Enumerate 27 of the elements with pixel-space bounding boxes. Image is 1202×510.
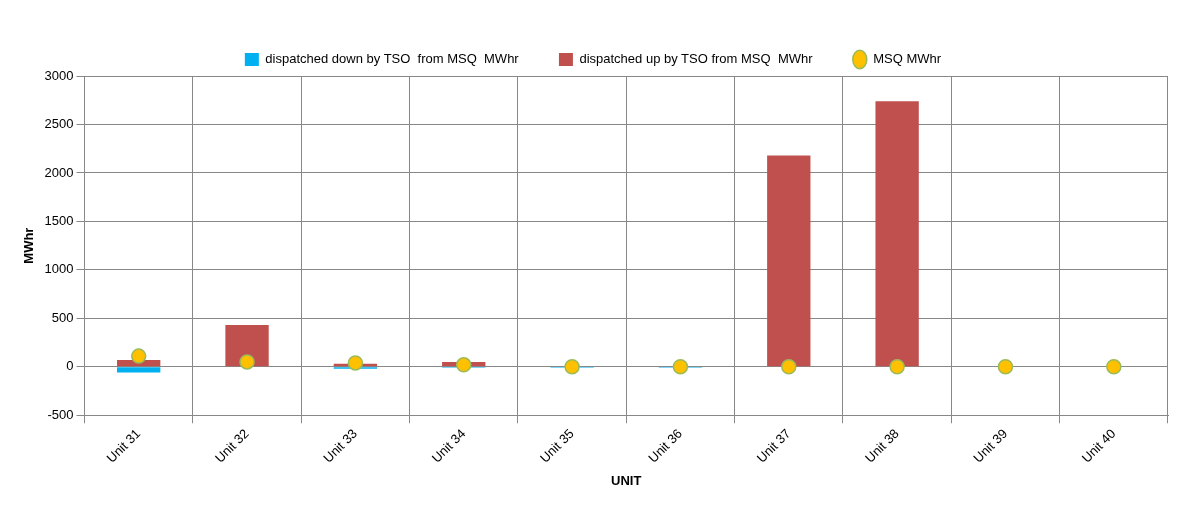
x-tick-label: Unit 37 <box>753 425 794 466</box>
x-tick-label: Unit 32 <box>211 425 252 466</box>
x-axis-title: UNIT <box>611 472 642 488</box>
bar <box>225 325 269 367</box>
bar <box>875 101 919 367</box>
x-tick-label: Unit 38 <box>862 425 902 466</box>
y-tick-label: 0 <box>66 358 74 374</box>
y-tick-label: 3000 <box>44 67 74 83</box>
x-tick-label: Unit 33 <box>320 425 361 466</box>
x-tick-label: Unit 31 <box>103 425 144 466</box>
y-tick-label: 2500 <box>44 116 74 132</box>
y-tick-label: 1000 <box>44 261 74 277</box>
x-tick-label: Unit 39 <box>970 425 1011 466</box>
legend-label: MSQ MWhr <box>873 51 942 67</box>
bar <box>117 367 161 373</box>
y-tick-label: -500 <box>47 406 74 422</box>
x-tick-label: Unit 36 <box>645 425 686 466</box>
y-tick-label: 1500 <box>44 212 74 228</box>
legend-label: dispatched up by TSO from MSQ MWhr <box>579 51 814 67</box>
x-tick-label: Unit 40 <box>1078 425 1119 466</box>
bar <box>767 155 811 367</box>
y-axis-title: MWhr <box>21 227 37 264</box>
y-tick-label: 500 <box>51 309 74 325</box>
x-tick-label: Unit 34 <box>428 425 469 466</box>
x-tick-label: Unit 35 <box>537 425 577 466</box>
legend-label: dispatched down by TSO from MSQ MWhr <box>265 51 520 67</box>
y-tick-label: 2000 <box>44 164 74 180</box>
